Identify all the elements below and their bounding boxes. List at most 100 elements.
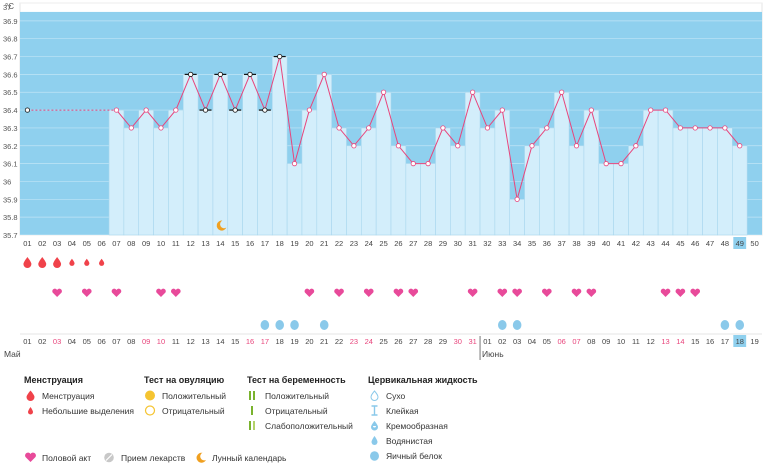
calendar-date-label: 12 bbox=[186, 337, 194, 346]
calendar-date-label: 01 bbox=[23, 337, 31, 346]
cycle-day-label: 20 bbox=[305, 239, 313, 248]
calendar-date-label: 16 bbox=[246, 337, 254, 346]
temperature-point bbox=[232, 107, 238, 113]
calendar-date-label: 22 bbox=[335, 337, 343, 346]
calendar-date-label: 09 bbox=[142, 337, 150, 346]
temperature-bar bbox=[346, 145, 362, 236]
temperature-bar bbox=[212, 74, 229, 236]
temperature-point bbox=[707, 125, 713, 131]
temperature-point bbox=[291, 161, 298, 167]
intercourse-heart-icon bbox=[304, 288, 315, 297]
cycle-day-label: 22 bbox=[335, 239, 343, 248]
calendar-date-label: 03 bbox=[513, 337, 521, 346]
temperature-point bbox=[514, 196, 520, 202]
spotting-drop-icon bbox=[69, 258, 75, 266]
y-tick-label: 36.8 bbox=[3, 35, 18, 44]
y-tick-label: 36.1 bbox=[3, 160, 18, 169]
temperature-bar bbox=[464, 91, 481, 236]
intercourse-heart-icon bbox=[334, 288, 344, 297]
cycle-day-label: 33 bbox=[498, 239, 506, 248]
intercourse-heart-icon bbox=[660, 288, 671, 297]
cycle-day-label: 15 bbox=[231, 239, 239, 248]
intercourse-heart-icon bbox=[512, 288, 522, 297]
cycle-day-label: 04 bbox=[68, 239, 76, 248]
temperature-bar bbox=[197, 109, 214, 236]
temperature-point bbox=[588, 107, 594, 113]
temperature-point bbox=[217, 71, 223, 77]
cycle-day-label: 43 bbox=[647, 239, 655, 248]
calendar-date-label: 11 bbox=[632, 337, 640, 346]
legend-menstruation-item: Менструация bbox=[24, 390, 94, 401]
legend-spotting-item: Небольшие выделения bbox=[24, 405, 134, 416]
temperature-point bbox=[202, 107, 209, 113]
legend-lunar: Лунный календарь bbox=[194, 452, 286, 463]
temperature-bar bbox=[568, 145, 585, 236]
y-tick-label: 36.7 bbox=[3, 53, 18, 62]
cycle-day-label: 18 bbox=[276, 239, 284, 248]
temperature-point bbox=[173, 107, 179, 113]
month-label: Май bbox=[4, 349, 21, 359]
menstruation-drop-icon bbox=[23, 257, 32, 268]
symbol-rows bbox=[23, 257, 745, 330]
intercourse-heart-icon bbox=[541, 288, 552, 297]
temperature-bar bbox=[672, 127, 689, 236]
cycle-day-label: 48 bbox=[721, 239, 729, 248]
cycle-day-label: 01 bbox=[23, 239, 31, 248]
cycle-day-label: 29 bbox=[439, 239, 447, 248]
temperature-point bbox=[380, 89, 387, 95]
legend-label: Сухо bbox=[386, 390, 406, 401]
cycle-day-label: 46 bbox=[691, 239, 699, 248]
calendar-date-label: 07 bbox=[112, 337, 120, 346]
intercourse-heart-icon bbox=[690, 288, 701, 297]
y-tick-label: 35.9 bbox=[3, 195, 18, 204]
temperature-point bbox=[395, 143, 402, 149]
y-tick-label: 36.9 bbox=[3, 17, 18, 26]
bbt-chart: °C 37 36.9 36.8 36.7 36.6 36.5 36.4 36.3 36.2 36.… bbox=[3, 2, 763, 360]
cycle-day-label: 41 bbox=[617, 239, 625, 248]
cycle-day-label: 02 bbox=[38, 239, 46, 248]
intercourse-heart-icon bbox=[497, 288, 508, 297]
egg-white-drop-icon bbox=[512, 320, 522, 330]
calendar-date-label: 20 bbox=[305, 337, 313, 346]
calendar-date-label: 02 bbox=[498, 337, 506, 346]
cycle-day-label: 37 bbox=[557, 239, 565, 248]
calendar-date-label: 08 bbox=[587, 337, 595, 346]
calendar-date-label: 30 bbox=[454, 337, 462, 346]
intercourse-heart-icon bbox=[571, 288, 582, 297]
calendar-date-label: 13 bbox=[661, 337, 669, 346]
cycle-day-row: 01 02 03 04 05 06 07 08 09 10 11 12 13 14 15 16 17 18 19 20… bbox=[23, 237, 759, 249]
cycle-day-label: 40 bbox=[602, 239, 610, 248]
temperature-point bbox=[143, 107, 149, 113]
temperature-bar bbox=[257, 109, 273, 236]
cycle-day-label: 09 bbox=[142, 239, 150, 248]
legend-pregnancy-negative: Отрицательный bbox=[247, 405, 328, 416]
pill-icon bbox=[103, 452, 116, 463]
temperature-bar bbox=[732, 145, 748, 236]
temperature-point bbox=[336, 125, 342, 131]
temperature-bar bbox=[613, 163, 629, 236]
legend-cervical-creamy: Кремообразная bbox=[368, 420, 448, 431]
temperature-bar bbox=[361, 127, 377, 236]
legend-label: Положительный bbox=[265, 390, 329, 401]
cycle-day-label: 44 bbox=[661, 239, 669, 248]
calendar-date-label: 04 bbox=[528, 337, 536, 346]
temperature-bar bbox=[390, 145, 407, 236]
calendar-date-label: 18 bbox=[276, 337, 284, 346]
egg-white-drop-icon bbox=[319, 320, 329, 330]
pregnancy-positive-icon bbox=[247, 390, 260, 401]
calendar-date-label: 06 bbox=[557, 337, 565, 346]
calendar-date-label: 27 bbox=[409, 337, 417, 346]
temperature-point bbox=[247, 71, 253, 77]
month-label: Июнь bbox=[482, 349, 504, 359]
spotting-drop-icon bbox=[99, 258, 105, 266]
cycle-day-label: 14 bbox=[216, 239, 224, 248]
temperature-bar bbox=[405, 163, 421, 236]
calendar-date-label: 14 bbox=[216, 337, 224, 346]
temperature-bar bbox=[286, 163, 303, 236]
cycle-day-label: 34 bbox=[513, 239, 521, 248]
temperature-point bbox=[24, 107, 31, 113]
cycle-day-label: 45 bbox=[676, 239, 684, 248]
calendar-date-label: 29 bbox=[439, 337, 447, 346]
legend-medication: Прием лекарств bbox=[103, 452, 185, 463]
temperature-point bbox=[499, 107, 505, 113]
